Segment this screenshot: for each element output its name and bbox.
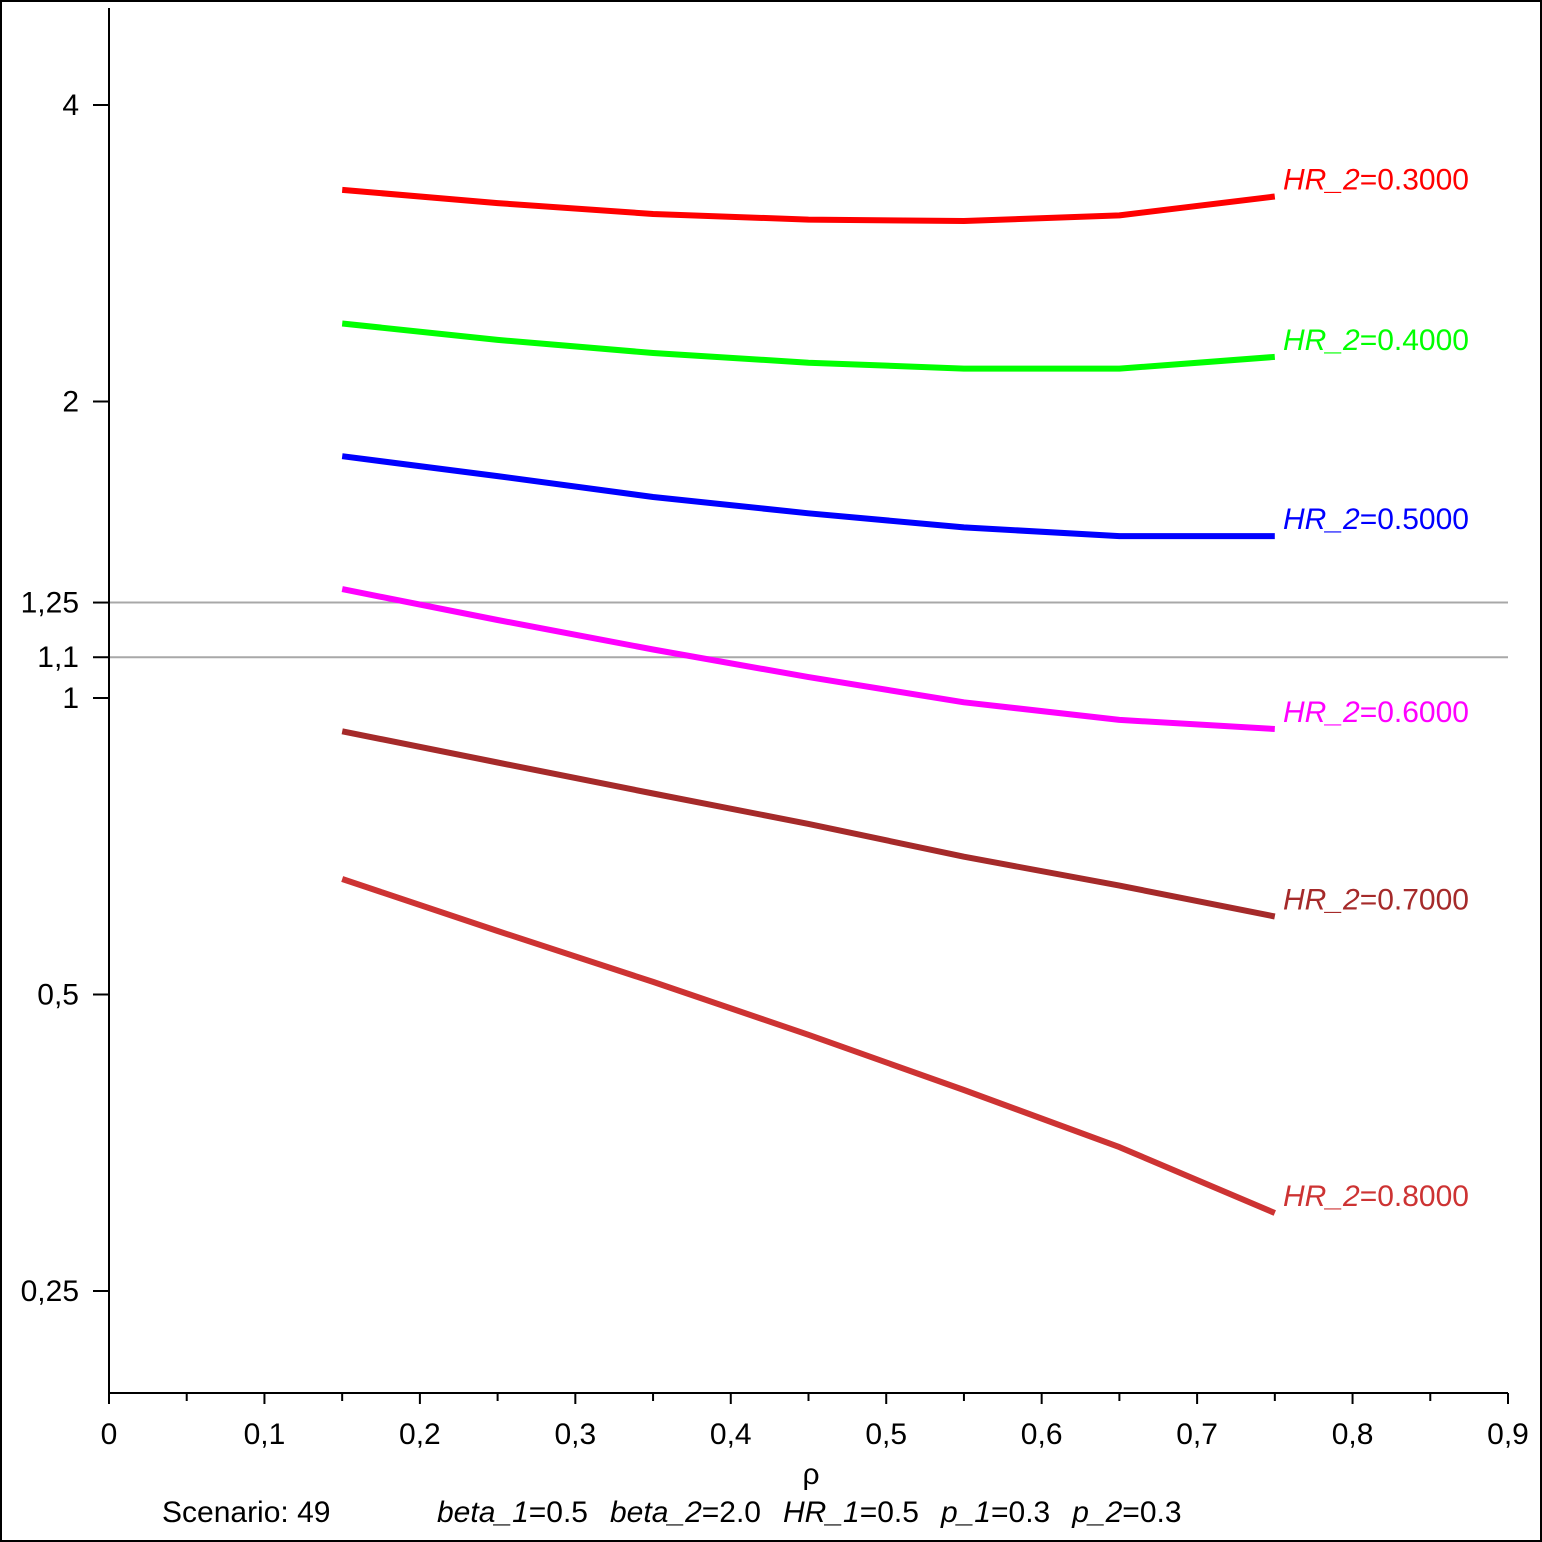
series-label: HR_2=0.7000: [1283, 884, 1469, 917]
series-label: HR_2=0.3000: [1283, 163, 1469, 196]
parameter-value: =0.5: [528, 1496, 588, 1529]
parameter-value: =0.3: [1122, 1496, 1182, 1529]
series-label-variable: HR_2: [1283, 163, 1360, 196]
series-label-variable: HR_2: [1283, 503, 1360, 536]
parameter-value: =2.0: [701, 1496, 761, 1529]
y-ticks: 4 2 1,25 1,1 1 0,5 0,25: [21, 89, 109, 1308]
y-tick-label: 4: [62, 89, 79, 122]
scenario-label: Scenario: 49: [162, 1496, 331, 1529]
x-tick-label: 0,7: [1176, 1418, 1218, 1451]
x-tick-label: 0,1: [244, 1418, 286, 1451]
reference-lines: [109, 601, 1508, 659]
parameter-name: p_1: [940, 1496, 991, 1529]
x-tick-label: 0,5: [865, 1418, 907, 1451]
scenario-footer: Scenario: 49 beta_1=0.5 beta_2=2.0 HR_1=0.…: [0, 1496, 1542, 1536]
series-line: [341, 876, 1276, 1216]
parameter-name: HR_1: [783, 1496, 860, 1529]
parameter-name: p_2: [1072, 1496, 1123, 1529]
series-line: [341, 186, 1276, 224]
series-label-value: =0.3000: [1360, 163, 1469, 196]
series-line: [341, 586, 1275, 732]
parameter: p_1=0.3: [941, 1496, 1050, 1529]
parameter: beta_1=0.5: [437, 1496, 588, 1529]
x-axis-title: ρ: [802, 1458, 819, 1491]
series-label: HR_2=0.6000: [1283, 696, 1469, 729]
series-label-variable: HR_2: [1283, 696, 1360, 729]
series-label-value: =0.7000: [1360, 884, 1469, 917]
series-label-value: =0.8000: [1360, 1180, 1469, 1213]
parameter: beta_2=2.0: [610, 1496, 761, 1529]
series-label: HR_2=0.8000: [1283, 1180, 1469, 1213]
x-tick-label: 0,8: [1332, 1418, 1374, 1451]
series-label-variable: HR_2: [1283, 884, 1360, 917]
parameter-name: beta_1: [437, 1496, 529, 1529]
y-tick-label: 1,25: [21, 587, 79, 620]
series-line: [341, 453, 1275, 540]
x-tick-label: 0,3: [554, 1418, 596, 1451]
series-label-variable: HR_2: [1283, 324, 1360, 357]
series-label-value: =0.5000: [1360, 503, 1469, 536]
x-tick-label: 0: [101, 1418, 118, 1451]
y-tick-label: 1: [62, 682, 79, 715]
parameter-list: beta_1=0.5 beta_2=2.0 HR_1=0.5 p_1=0.3 p_2=0…: [437, 1496, 1204, 1530]
series-labels: HR_2=0.3000HR_2=0.4000HR_2=0.5000HR_2=0.…: [1283, 163, 1469, 1213]
y-tick-label: 2: [62, 386, 79, 419]
x-tick-label: 0,4: [710, 1418, 752, 1451]
series-lines: [341, 186, 1276, 1216]
series-label: HR_2=0.4000: [1283, 324, 1469, 357]
parameter-value: =0.5: [859, 1496, 919, 1529]
parameter-value: =0.3: [991, 1496, 1051, 1529]
series-label-value: =0.4000: [1360, 324, 1469, 357]
parameter-name: beta_2: [610, 1496, 702, 1529]
parameter: HR_1=0.5: [783, 1496, 919, 1529]
x-tick-label: 0,2: [399, 1418, 441, 1451]
parameter: p_2=0.3: [1072, 1496, 1181, 1529]
x-ticks: 0 0,1 0,2 0,3 0,4 0,5 0,6 0,7 0,8 0,9: [101, 1393, 1529, 1451]
series-label: HR_2=0.5000: [1283, 503, 1469, 536]
series-line: [341, 320, 1276, 372]
series-label-value: =0.6000: [1360, 696, 1469, 729]
series-line: [341, 728, 1276, 920]
series-label-variable: HR_2: [1283, 1180, 1360, 1213]
y-tick-label: 0,25: [21, 1275, 79, 1308]
y-tick-label: 0,5: [37, 979, 79, 1012]
y-tick-label: 1,1: [37, 641, 79, 674]
x-tick-label: 0,6: [1021, 1418, 1063, 1451]
x-tick-label: 0,9: [1487, 1418, 1529, 1451]
